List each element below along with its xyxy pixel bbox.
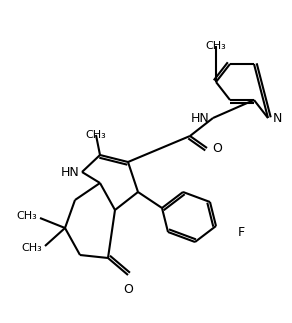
Text: O: O bbox=[123, 283, 133, 296]
Text: CH₃: CH₃ bbox=[21, 243, 42, 253]
Text: N: N bbox=[273, 111, 282, 124]
Text: CH₃: CH₃ bbox=[206, 41, 226, 51]
Text: HN: HN bbox=[191, 111, 210, 124]
Text: CH₃: CH₃ bbox=[16, 211, 37, 221]
Text: O: O bbox=[212, 141, 222, 154]
Text: F: F bbox=[238, 226, 245, 239]
Text: CH₃: CH₃ bbox=[86, 130, 106, 140]
Text: HN: HN bbox=[61, 165, 80, 179]
